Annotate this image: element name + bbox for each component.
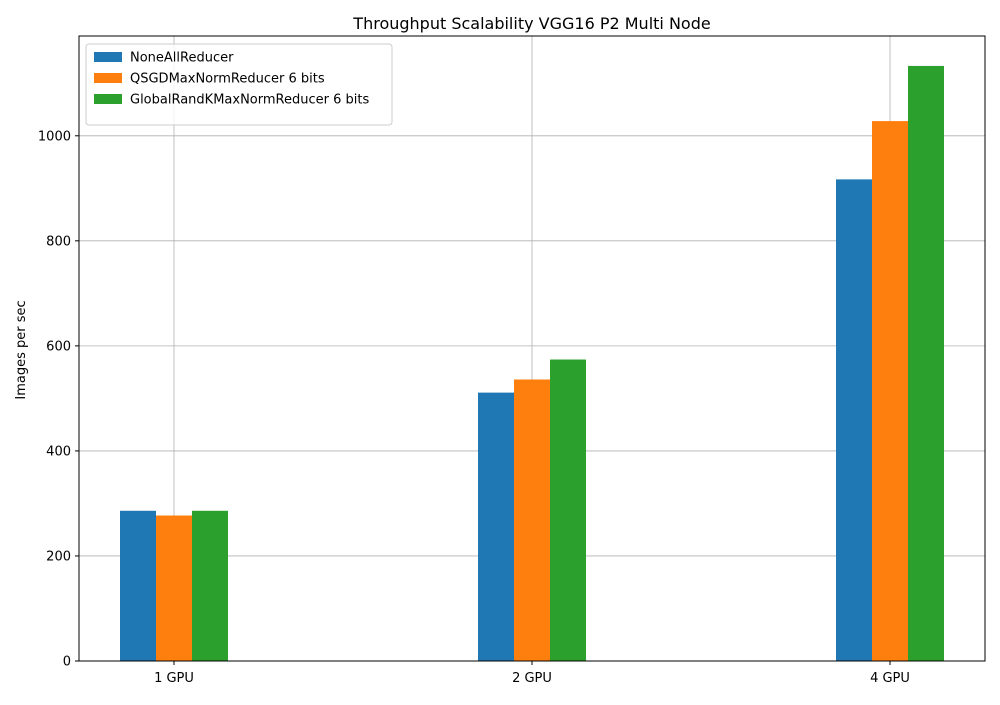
x-tick-label: 4 GPU	[870, 671, 910, 686]
y-axis-label: Images per sec	[14, 300, 29, 399]
x-tick-label: 1 GPU	[154, 671, 194, 686]
bar	[872, 121, 908, 661]
legend-label: GlobalRandKMaxNormReducer 6 bits	[130, 93, 369, 108]
bar	[836, 179, 872, 661]
bar	[192, 510, 228, 661]
y-tick-label: 200	[46, 549, 71, 564]
x-tick-label: 2 GPU	[512, 671, 552, 686]
legend-label: NoneAllReducer	[130, 51, 234, 66]
chart-title: Throughput Scalability VGG16 P2 Multi No…	[352, 14, 710, 33]
legend-swatch	[94, 52, 122, 62]
legend-frame	[85, 43, 393, 126]
bar	[120, 510, 156, 661]
legend-swatch	[94, 94, 122, 104]
legend-swatch	[94, 73, 122, 83]
y-tick-label: 600	[46, 339, 71, 354]
bars-layer	[120, 65, 944, 662]
bar	[514, 379, 550, 661]
y-tick-label: 800	[46, 234, 71, 249]
bar	[550, 359, 586, 661]
bar	[478, 392, 514, 661]
y-tick-label: 1000	[38, 129, 71, 144]
legend-label: QSGDMaxNormReducer 6 bits	[130, 72, 325, 87]
bar	[908, 65, 944, 662]
y-tick-label: 400	[46, 444, 71, 459]
ticks-layer: 0 200 400 600 800 1000 1 GPU 2 GPU 4 GPU	[38, 129, 910, 686]
bar	[156, 515, 192, 661]
y-tick-label: 0	[63, 655, 71, 670]
legend: NoneAllReducer QSGDMaxNormReducer 6 bits G…	[85, 43, 393, 126]
